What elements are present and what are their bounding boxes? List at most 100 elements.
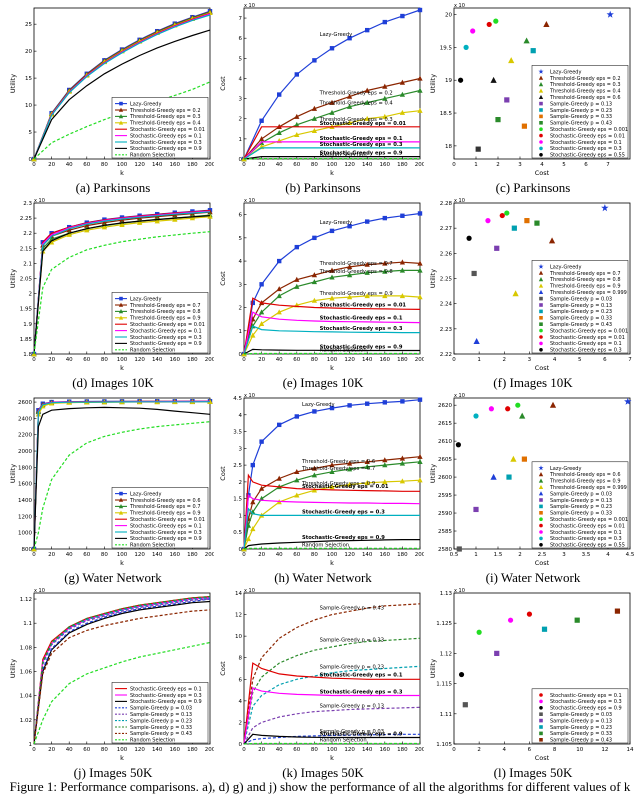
curve-annotation: Sample-Greedy p = 0.23 <box>320 665 384 671</box>
y-tick-label: 2600 <box>18 400 32 406</box>
chart-b: x 10 0 20 40 60 80 100 120 140 160 180 200 0 1 2 3 4 5 6 7 k… <box>219 3 426 177</box>
x-tick-label: 40 <box>66 357 73 363</box>
legend-label: Stochastic-Greedy eps = 0.3 <box>130 693 202 699</box>
data-point <box>399 293 406 299</box>
legend-label: Lazy-Greedy <box>130 491 161 497</box>
data-point <box>364 269 370 275</box>
chart-d: x 10 0 20 40 60 80 100 120 140 160 180 200 1.8 1.85 1.… <box>9 198 216 372</box>
curve-annotation: Sample-Greedy p = 0.13 <box>320 703 384 709</box>
y-tick-label: 19.5 <box>440 45 453 51</box>
x-tick-label: 180 <box>397 747 408 753</box>
scatter-point <box>473 506 479 513</box>
legend-label: Lazy-Greedy <box>550 466 581 472</box>
curve-annotation: Random Selection <box>320 153 367 159</box>
x-axis-label: k <box>330 169 334 177</box>
series-line <box>243 494 421 550</box>
legend-label: Threshold-Greedy eps = 0.7 <box>129 504 201 510</box>
legend-label: Stochastic-Greedy eps = 0.9 <box>550 706 622 712</box>
data-point <box>417 211 423 216</box>
legend-marker <box>539 127 543 131</box>
plot-frame <box>243 7 421 160</box>
x-tick-label: 100 <box>327 552 338 558</box>
y-tick-label: 20 <box>25 49 32 55</box>
y-tick-label: 5 <box>29 130 33 136</box>
x-tick-label: 1 <box>477 357 481 363</box>
panel-caption-j: (j) Images 50K <box>73 765 153 780</box>
scatter-point <box>505 406 511 412</box>
y-axis-label: Utility <box>429 464 437 483</box>
series-line <box>33 421 211 550</box>
x-tick-label: 40 <box>66 747 73 753</box>
series-line <box>243 473 420 550</box>
legend-marker <box>538 472 544 477</box>
y-tick-label: 2.15 <box>20 246 33 252</box>
data-point <box>417 107 423 113</box>
data-point <box>346 272 353 278</box>
y-tick-label: 1.1 <box>23 621 32 627</box>
y-axis-label: Utility <box>9 74 17 93</box>
data-point <box>347 224 352 229</box>
scatter-point <box>507 617 514 623</box>
data-point <box>399 478 406 484</box>
chart-panel-j: x 10 0 20 40 60 80 100 120 140 160 180 200 1 1.02 1.04… <box>8 587 216 766</box>
scatter-point <box>521 456 527 462</box>
legend-label: Threshold-Greedy eps = 0.6 <box>549 472 621 478</box>
data-point <box>294 283 300 289</box>
x-tick-label: 20 <box>48 552 55 558</box>
x-axis-label: k <box>120 169 124 177</box>
legend-label: Threshold-Greedy eps = 0.4 <box>129 121 201 127</box>
data-point <box>311 272 318 278</box>
x-tick-label: 20 <box>258 747 265 753</box>
y-tick-label: 2.2 <box>23 231 32 237</box>
legend-label: Stochastic-Greedy eps = 0.9 <box>130 146 202 152</box>
x-tick-label: 100 <box>327 357 338 363</box>
legend-marker <box>118 107 124 112</box>
x-tick-label: 80 <box>311 747 318 753</box>
scatter-point <box>495 117 501 123</box>
data-point <box>382 400 387 405</box>
y-tick-label: 6 <box>239 677 243 683</box>
y-tick-label: 1.06 <box>20 670 33 676</box>
x-tick-label: 0 <box>242 747 246 753</box>
x-tick-label: 1 <box>474 552 478 558</box>
chart-e: x 10 0 20 40 60 80 100 120 140 160 180 200 0 1 2 3 4 5 6 k C… <box>219 198 426 372</box>
x-tick-label: 40 <box>276 552 283 558</box>
scatter-point <box>486 21 492 28</box>
series-line <box>243 733 420 745</box>
data-point <box>364 463 370 469</box>
y-tick-label: 2 <box>239 306 243 312</box>
legend-label: Sample-Greedy p = 0.03 <box>550 712 612 718</box>
scatter-point <box>470 28 476 34</box>
y-tick-label: 1 <box>29 742 33 748</box>
legend-marker <box>118 315 124 320</box>
legend-box <box>111 487 209 549</box>
data-point <box>276 309 282 315</box>
x-tick-label: 100 <box>117 357 128 363</box>
chart-panel-g: 0 20 40 60 80 100 120 140 160 180 200 800 1000 1200 14… <box>8 392 216 571</box>
x-tick-label: 5 <box>578 357 582 363</box>
chart-panel-h: x 10 0 20 40 60 80 100 120 140 160 180 200 0 0.5 1 1.5 2… <box>218 392 426 571</box>
curve-annotation: Lazy-Greedy <box>320 220 353 226</box>
data-point <box>382 293 388 299</box>
legend-marker <box>539 738 543 742</box>
data-point <box>259 282 264 287</box>
x-tick-label: 2 <box>496 162 500 168</box>
data-point <box>364 261 370 267</box>
data-point <box>329 468 335 475</box>
scatter-point <box>463 44 469 50</box>
legend-marker <box>118 504 124 509</box>
data-point <box>250 462 255 468</box>
y-axis-label: Utility <box>9 464 17 483</box>
y-tick-label: 2605 <box>438 457 452 463</box>
y-tick-label: 1400 <box>18 498 32 504</box>
chart-i: x 10 0.5 1 1.5 2 2.5 3 3.5 4 4.5 2580 2585 2590 2595 2… <box>429 393 635 567</box>
data-point <box>400 13 405 19</box>
curve-annotation: Stochastic-Greedy eps = 0.1 <box>320 673 403 679</box>
y-tick-label: 4.5 <box>233 396 242 402</box>
legend-marker <box>118 510 124 515</box>
legend-marker <box>539 140 543 144</box>
legend-box <box>531 461 629 549</box>
data-point <box>277 258 282 264</box>
x-tick-label: 140 <box>362 747 373 753</box>
y-axis-label: Utility <box>429 659 437 678</box>
